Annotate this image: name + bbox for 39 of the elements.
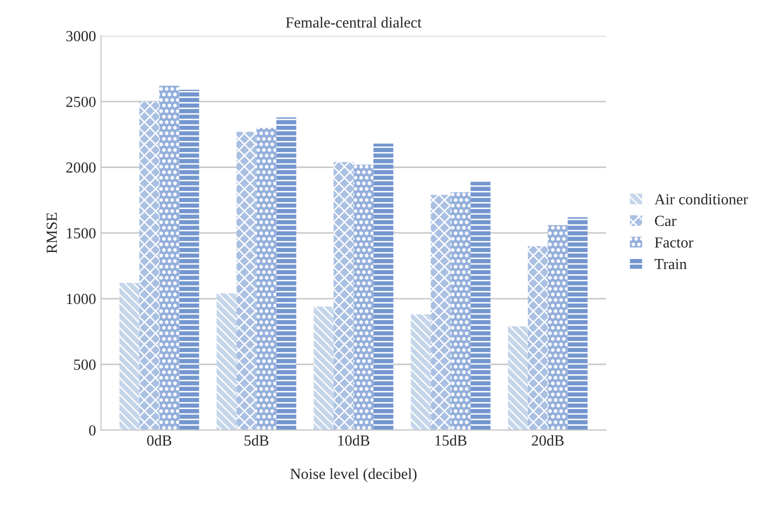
legend-label: Train: [654, 258, 687, 270]
bar: [179, 90, 200, 430]
bar: [256, 128, 276, 430]
legend-label: Factor: [654, 237, 694, 248]
x-tick-label: 20dB: [532, 434, 564, 446]
bar: [119, 282, 140, 430]
legend-label: Car: [654, 216, 676, 226]
y-axis-title: RMSE: [46, 212, 57, 254]
bar: [276, 117, 296, 430]
y-tick-label: 3000: [66, 30, 96, 42]
y-tick-label: 1500: [66, 228, 96, 238]
y-tick-label: 2000: [66, 162, 96, 173]
bar: [354, 164, 374, 430]
bar: [410, 314, 431, 430]
y-tick-label: 2500: [66, 96, 96, 107]
x-tick-label: 15dB: [435, 434, 466, 446]
bar: [508, 326, 528, 430]
bar: [548, 225, 568, 430]
bar: [159, 86, 180, 430]
bar: [334, 162, 354, 430]
y-tick-label: 0: [89, 425, 96, 436]
chart-title: Female-central dialect: [286, 16, 422, 28]
y-tick-label: 500: [74, 360, 96, 370]
bar: [314, 306, 334, 430]
bar: [139, 102, 160, 430]
x-tick-label: 0dB: [147, 434, 172, 446]
bar: [373, 144, 394, 430]
x-axis-title: Noise level (decibel): [290, 468, 416, 482]
legend-label: Air conditioner: [654, 194, 748, 204]
x-tick-label: 10dB: [338, 434, 370, 446]
x-tick-label: 5dB: [244, 434, 268, 446]
bar: [450, 192, 471, 430]
bar: [216, 293, 236, 430]
bar: [470, 182, 490, 430]
y-tick-label: 1000: [66, 294, 96, 304]
bar: [528, 246, 548, 430]
bar: [236, 132, 256, 430]
bar: [568, 217, 588, 430]
bar: [430, 194, 451, 430]
